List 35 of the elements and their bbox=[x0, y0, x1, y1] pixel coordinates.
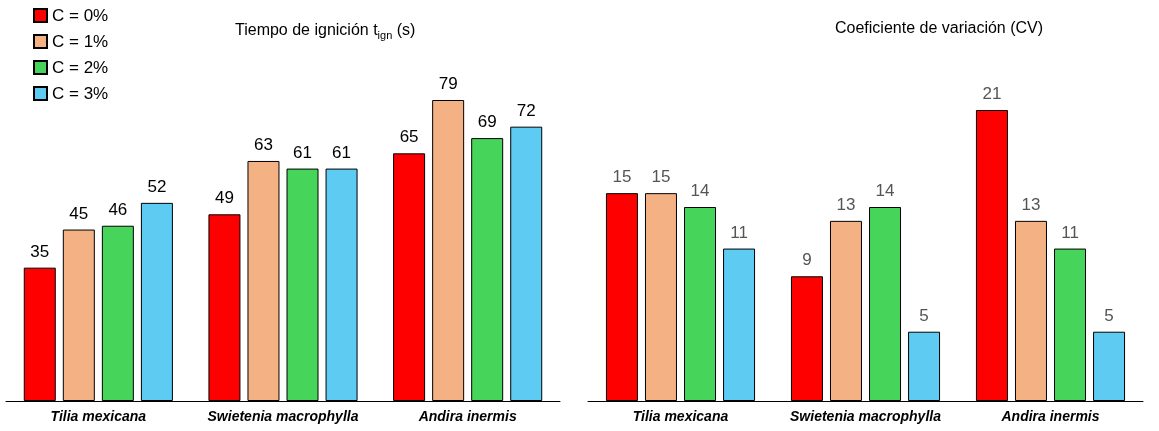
data-label: 13 bbox=[836, 194, 856, 214]
data-label: 21 bbox=[982, 84, 1002, 103]
x-tick-label: Swietenia macrophylla bbox=[790, 408, 942, 424]
legend-label: C = 3% bbox=[52, 84, 109, 103]
data-label: 61 bbox=[293, 142, 312, 162]
data-label: 35 bbox=[30, 241, 50, 261]
data-label: 61 bbox=[332, 142, 352, 162]
data-label: 45 bbox=[69, 203, 89, 223]
data-label: 49 bbox=[214, 188, 234, 208]
x-tick-label: Swietenia macrophylla bbox=[207, 408, 359, 424]
data-label: 69 bbox=[477, 112, 497, 132]
x-tick-label: Tilia mexicana bbox=[632, 408, 729, 424]
data-label: 46 bbox=[108, 199, 128, 219]
data-label: 15 bbox=[651, 167, 671, 187]
legend-label: C = 1% bbox=[52, 32, 109, 51]
legend-label: C = 2% bbox=[52, 58, 109, 77]
data-label: 15 bbox=[612, 167, 632, 187]
data-label: 63 bbox=[254, 134, 273, 154]
data-label: 5 bbox=[919, 305, 929, 325]
data-label: 9 bbox=[802, 250, 812, 270]
data-label: 72 bbox=[516, 100, 536, 120]
x-tick-label: Andira inermis bbox=[1000, 408, 1100, 424]
chart-title: Coeficiente de variación (CV) bbox=[835, 18, 1044, 36]
data-label: 79 bbox=[438, 74, 458, 93]
data-label: 14 bbox=[875, 181, 895, 200]
x-tick-label: Andira inermis bbox=[417, 408, 517, 424]
data-label: 52 bbox=[147, 176, 167, 196]
data-label: 65 bbox=[399, 127, 419, 147]
x-tick-label: Tilia mexicana bbox=[50, 408, 147, 424]
data-label: 11 bbox=[730, 222, 748, 242]
data-label: 14 bbox=[690, 181, 710, 200]
data-label: 5 bbox=[1104, 305, 1114, 325]
data-label: 11 bbox=[1061, 222, 1079, 242]
legend-label: C = 0% bbox=[52, 6, 109, 25]
data-label: 13 bbox=[1021, 194, 1041, 214]
